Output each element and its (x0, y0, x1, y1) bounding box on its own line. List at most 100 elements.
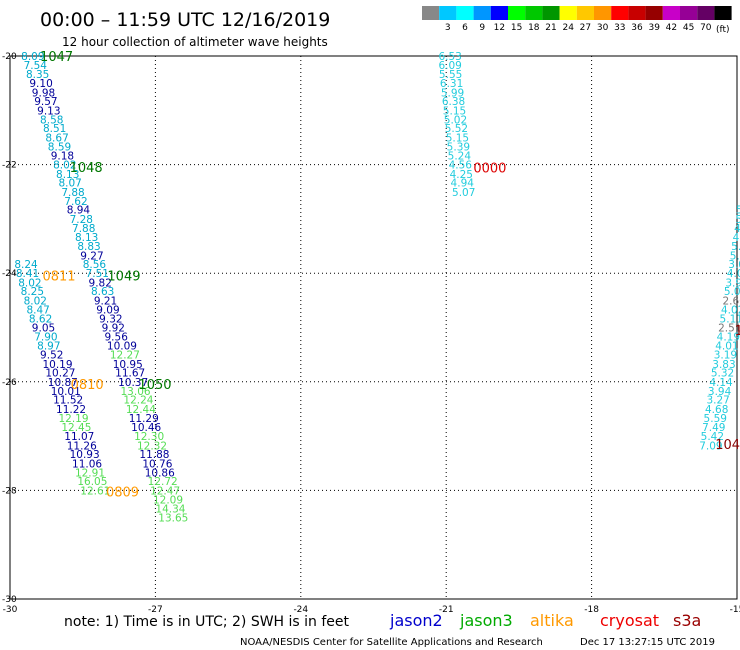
wave-height-point: 10.27 (45, 368, 75, 380)
satellite-legend-item: jason3 (459, 611, 513, 630)
wave-height-point: 9.18 (51, 150, 74, 162)
wave-height-point: 9.09 (96, 305, 119, 317)
legend-swatch-label: 3 (445, 23, 451, 33)
wave-height-point: 9.57 (34, 96, 57, 108)
y-tick-label: -30 (2, 595, 17, 605)
wave-height-point: 11.52 (53, 395, 83, 407)
wave-height-point: 8.35 (26, 69, 49, 81)
wave-height-point: 9.21 (94, 295, 117, 307)
wave-height-point: 12.09 (153, 495, 183, 507)
wave-height-point: 5 (736, 214, 740, 226)
wave-height-point: 8.62 (29, 313, 52, 325)
wave-height-point: 5.02 (444, 115, 467, 127)
legend-swatch-label: 70 (700, 23, 712, 33)
pass-time-label: 1047 (40, 50, 73, 65)
legend-swatch-label: 33 (614, 23, 625, 33)
wave-height-point: 7.51 (86, 268, 109, 280)
y-tick-label: -26 (2, 378, 17, 388)
legend-swatch (662, 6, 680, 20)
x-tick-label: -30 (3, 605, 18, 615)
y-tick-label: -28 (2, 486, 17, 496)
wave-height-point: 11.07 (64, 431, 94, 443)
wave-height-point: 8.41 (16, 268, 39, 280)
chart-title: 00:00 – 11:59 UTC 12/16/2019 (40, 9, 330, 31)
legend-swatch (714, 6, 732, 20)
x-tick-label: -18 (584, 605, 599, 615)
wave-height-point: 9.52 (40, 350, 63, 362)
footer-credit: NOAA/NESDIS Center for Satellite Applica… (240, 637, 543, 648)
y-tick-label: -24 (2, 269, 17, 279)
wave-height-point: 9.56 (105, 332, 129, 344)
wave-height-point: 12.44 (126, 404, 156, 416)
wave-height-point: 10.46 (131, 422, 161, 434)
wave-height-point: 6.53 (438, 51, 461, 63)
wave-height-point: 8.09 (21, 51, 44, 63)
wave-height-point: 2.51 (718, 323, 740, 335)
y-tick-label: -22 (2, 161, 17, 171)
wave-height-values: 8.097.548.359.109.989.579.138.588.518.67… (14, 51, 740, 525)
wave-height-point: 6.09 (438, 60, 461, 72)
wave-height-point: 11.06 (72, 458, 102, 470)
legend-swatch-label: 30 (597, 23, 609, 33)
legend-swatch (611, 6, 629, 20)
wave-height-point: 8.83 (77, 241, 100, 253)
wave-height-point: 4.68 (705, 404, 728, 416)
wave-height-point: 9.27 (80, 250, 103, 262)
footer-note: note: 1) Time is in UTC; 2) SWH is in fe… (64, 614, 350, 630)
legend-swatch (456, 6, 474, 20)
plot-grid (10, 56, 737, 599)
legend-swatch (645, 6, 663, 20)
pass-time-label: 0811 (42, 269, 75, 284)
wave-height-point: 5.07 (452, 187, 475, 199)
plot-frame (9, 55, 738, 600)
y-tick-label: -20 (2, 52, 17, 62)
wave-height-point: 10.37 (118, 377, 148, 389)
wave-height-point: 9.13 (37, 105, 60, 117)
wave-height-point: 8.47 (26, 305, 49, 317)
wave-height-point: 5.2 (731, 241, 740, 253)
wave-height-point: 12.47 (150, 485, 180, 497)
pass-time-labels: 1047 1048 1049 1050 0811 0810 0809 0000 1047 1 (40, 50, 740, 500)
wave-height-point: 2.66 (722, 295, 740, 307)
wave-height-point: 11.67 (115, 368, 145, 380)
wave-height-point: 7.88 (61, 187, 84, 199)
legend-swatch (525, 6, 543, 20)
wave-height-point: 3.19 (714, 350, 737, 362)
wave-height-point: 3.07 (728, 259, 740, 271)
legend-swatch-label: 42 (666, 23, 677, 33)
wave-height-point: 5.42 (701, 431, 724, 443)
wave-height-point: 5.01 (724, 286, 740, 298)
wave-height-point: 9.98 (32, 87, 55, 99)
legend-swatch-label: 27 (580, 23, 591, 33)
wave-height-point: 5.32 (711, 368, 734, 380)
footer-timestamp: Dec 17 13:27:15 UTC 2019 (580, 637, 715, 648)
wave-height-point: 3.94 (708, 386, 732, 398)
wave-height-point: 8.13 (75, 232, 98, 244)
legend-swatch-label: 9 (479, 23, 485, 33)
pass-time-label: 1049 (107, 269, 140, 284)
wave-height-point: 7.49 (702, 422, 725, 434)
legend-swatch-label: 18 (528, 23, 540, 33)
wave-height-point: 4.03 (727, 268, 740, 280)
wave-height-point: 7.28 (70, 214, 93, 226)
wave-height-point: 4.14 (709, 377, 733, 389)
wave-height-point: 11.88 (139, 449, 169, 461)
legend-swatch (490, 6, 508, 20)
wave-height-point: 7.09 (699, 440, 722, 452)
wave-height-point: 5.99 (441, 87, 464, 99)
wave-height-point: 12.45 (61, 422, 91, 434)
color-scale-labels: 3 6 9 12 15 18 21 24 27 30 33 36 39 42 45 70 (445, 23, 712, 33)
wave-height-point: 11.29 (129, 413, 159, 425)
wave-height-point: 8.56 (83, 259, 107, 271)
wave-height-point: 4.3 (733, 232, 740, 244)
wave-height-point: 4.56 (449, 160, 473, 172)
pass-time-label: 1 (735, 324, 740, 339)
legend-swatch (422, 6, 440, 20)
legend-swatch-label: 21 (545, 23, 556, 33)
wave-height-point: 12.61 (80, 485, 110, 497)
wave-height-point: 12.32 (137, 440, 167, 452)
wave-height-point: 10.01 (51, 386, 81, 398)
wave-height-point: 8.24 (14, 259, 38, 271)
wave-height-point: 10.19 (42, 359, 72, 371)
